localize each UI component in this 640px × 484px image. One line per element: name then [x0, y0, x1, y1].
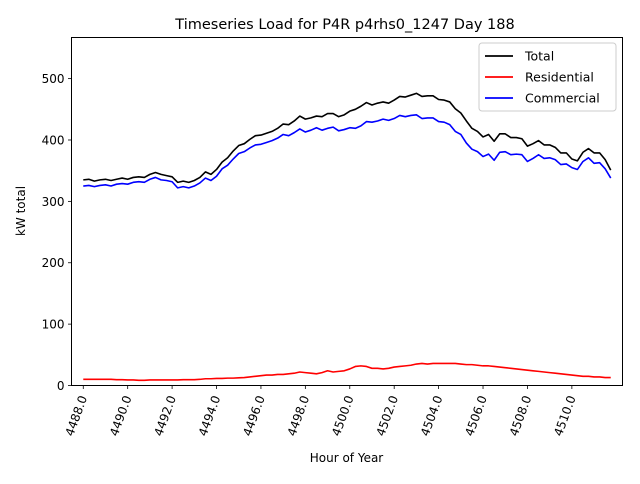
series-line-total [83, 92, 612, 184]
legend-label-residential: Residential [525, 70, 594, 85]
legend-label-total: Total [524, 49, 554, 64]
y-tick-label: 100 [42, 318, 65, 332]
y-tick-label: 300 [42, 195, 65, 209]
y-tick-label: 500 [42, 72, 65, 86]
y-tick-label: 400 [42, 133, 65, 147]
chart-title: Timeseries Load for P4R p4rhs0_1247 Day … [174, 17, 514, 33]
y-tick-label: 0 [57, 379, 65, 393]
series-line-commercial [83, 114, 612, 189]
series-line-residential [83, 362, 611, 382]
y-axis-label: kW total [14, 186, 28, 236]
y-tick-label: 200 [42, 256, 65, 270]
legend: Total Residential Commercial [478, 42, 617, 112]
legend-label-commercial: Commercial [525, 91, 600, 106]
plot-area-frame [71, 37, 623, 386]
x-axis-label: Hour of Year [310, 451, 384, 465]
legend-box [478, 42, 617, 112]
